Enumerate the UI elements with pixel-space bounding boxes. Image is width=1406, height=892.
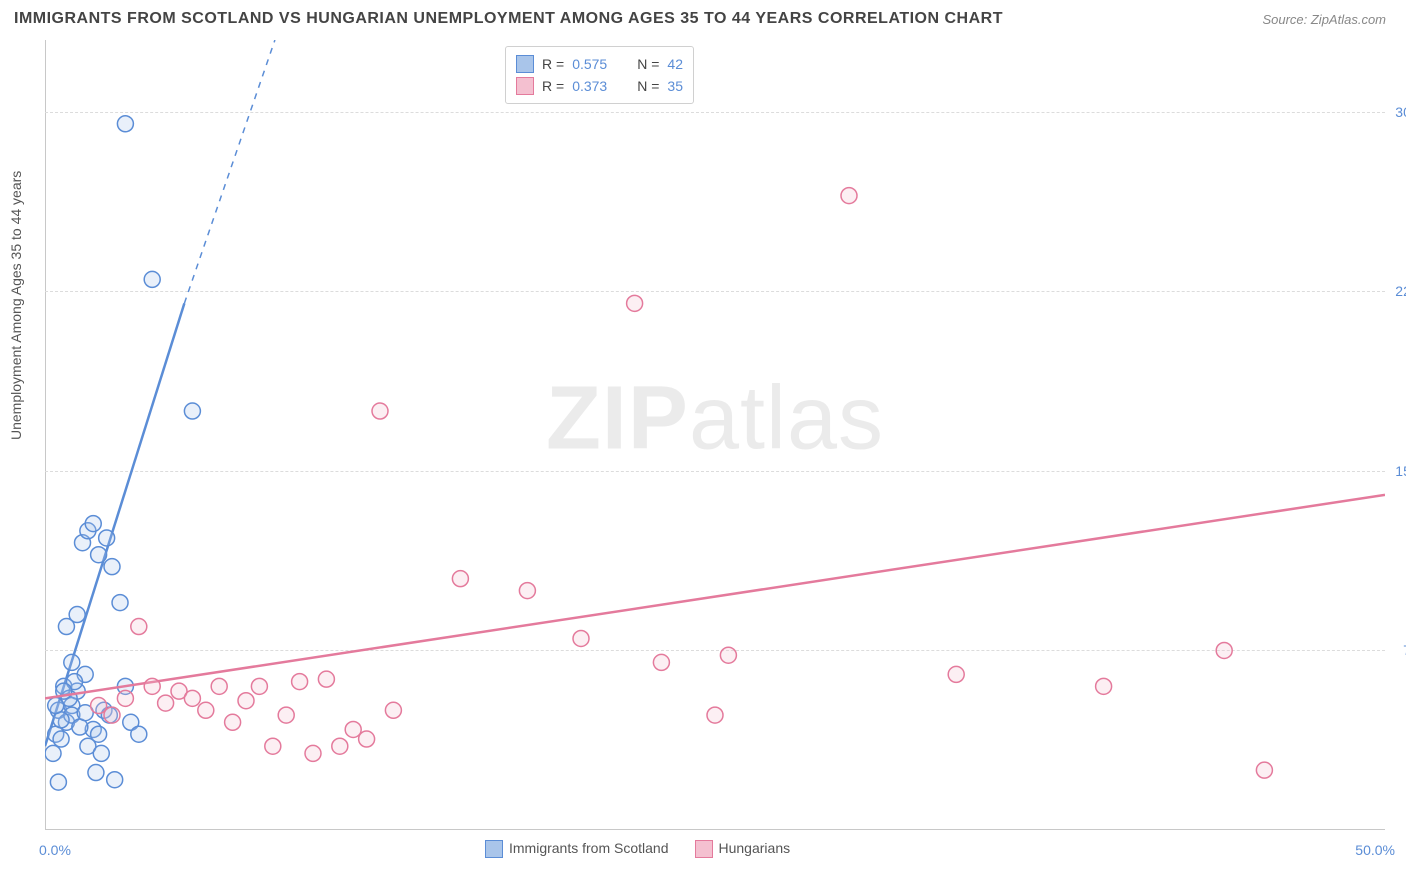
legend-n-value: 35	[667, 78, 683, 94]
y-axis-label: Unemployment Among Ages 35 to 44 years	[8, 171, 24, 440]
legend-label: Hungarians	[719, 840, 791, 856]
data-point	[64, 654, 80, 670]
data-point	[104, 707, 120, 723]
y-tick-label: 15.0%	[1395, 463, 1406, 479]
data-point	[1216, 642, 1232, 658]
data-point	[72, 719, 88, 735]
data-point	[627, 295, 643, 311]
legend-n-label: N =	[637, 78, 659, 94]
data-point	[198, 702, 214, 718]
data-point	[278, 707, 294, 723]
legend-swatch	[516, 77, 534, 95]
source-label: Source: ZipAtlas.com	[1262, 12, 1386, 27]
scatter-plot	[45, 40, 1385, 830]
data-point	[359, 731, 375, 747]
data-point	[452, 571, 468, 587]
data-point	[184, 403, 200, 419]
data-point	[225, 714, 241, 730]
trend-line	[184, 40, 275, 303]
data-point	[385, 702, 401, 718]
legend-r-value: 0.575	[572, 56, 607, 72]
x-tick-min: 0.0%	[39, 842, 71, 858]
y-tick-label: 22.5%	[1395, 283, 1406, 299]
data-point	[1256, 762, 1272, 778]
data-point	[345, 721, 361, 737]
data-point	[251, 678, 267, 694]
data-point	[53, 731, 69, 747]
data-point	[265, 738, 281, 754]
legend-item: Hungarians	[695, 840, 791, 858]
series-legend: Immigrants from Scotland Hungarians	[485, 840, 790, 858]
data-point	[99, 530, 115, 546]
data-point	[1096, 678, 1112, 694]
data-point	[50, 774, 66, 790]
data-point	[45, 745, 61, 761]
trend-line	[45, 495, 1385, 698]
data-point	[948, 666, 964, 682]
data-point	[93, 745, 109, 761]
data-point	[841, 188, 857, 204]
chart-area: 7.5%15.0%22.5%30.0% 0.0% 50.0% ZIPatlas …	[45, 40, 1385, 830]
data-point	[519, 583, 535, 599]
legend-row: R = 0.373 N = 35	[516, 75, 683, 97]
data-point	[372, 403, 388, 419]
data-point	[131, 726, 147, 742]
data-point	[53, 712, 69, 728]
data-point	[112, 595, 128, 611]
data-point	[720, 647, 736, 663]
data-point	[117, 690, 133, 706]
data-point	[318, 671, 334, 687]
data-point	[104, 559, 120, 575]
data-point	[85, 516, 101, 532]
legend-n-value: 42	[667, 56, 683, 72]
data-point	[69, 607, 85, 623]
data-point	[238, 693, 254, 709]
data-point	[131, 619, 147, 635]
data-point	[292, 674, 308, 690]
legend-label: Immigrants from Scotland	[509, 840, 669, 856]
data-point	[144, 271, 160, 287]
correlation-legend: R = 0.575 N = 42 R = 0.373 N = 35	[505, 46, 694, 104]
data-point	[211, 678, 227, 694]
data-point	[88, 765, 104, 781]
data-point	[91, 698, 107, 714]
legend-r-value: 0.373	[572, 78, 607, 94]
data-point	[305, 745, 321, 761]
data-point	[707, 707, 723, 723]
legend-n-label: N =	[637, 56, 659, 72]
legend-swatch	[695, 840, 713, 858]
data-point	[332, 738, 348, 754]
legend-row: R = 0.575 N = 42	[516, 53, 683, 75]
legend-r-label: R =	[542, 56, 564, 72]
data-point	[91, 547, 107, 563]
data-point	[184, 690, 200, 706]
legend-r-label: R =	[542, 78, 564, 94]
y-tick-label: 30.0%	[1395, 104, 1406, 120]
legend-item: Immigrants from Scotland	[485, 840, 669, 858]
data-point	[48, 698, 64, 714]
legend-swatch	[516, 55, 534, 73]
x-tick-max: 50.0%	[1355, 842, 1395, 858]
chart-title: IMMIGRANTS FROM SCOTLAND VS HUNGARIAN UN…	[14, 10, 1003, 28]
data-point	[144, 678, 160, 694]
legend-swatch	[485, 840, 503, 858]
data-point	[653, 654, 669, 670]
data-point	[573, 630, 589, 646]
data-point	[107, 772, 123, 788]
data-point	[117, 116, 133, 132]
data-point	[158, 695, 174, 711]
